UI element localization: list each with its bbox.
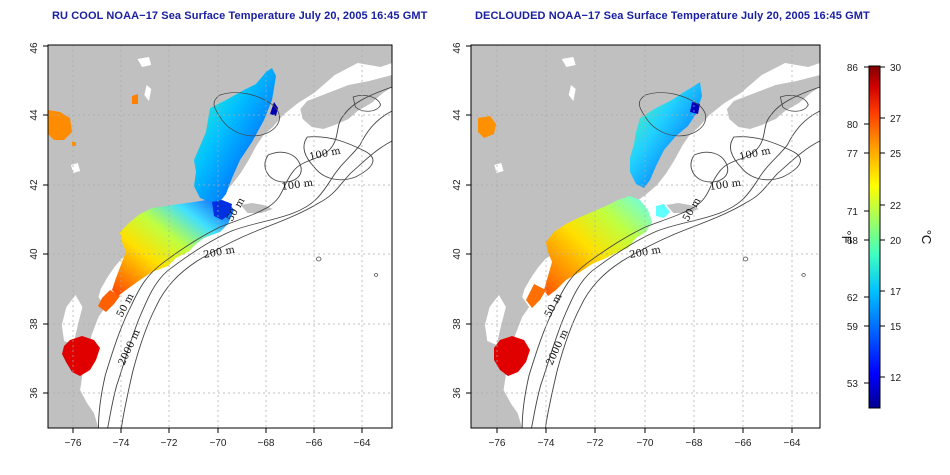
contour-label: 100 m [709, 178, 742, 193]
x-tick-label: −66 [306, 438, 323, 449]
left-map-grid [48, 45, 392, 428]
celsius-tick-label: 15 [890, 322, 902, 333]
contour-label: 200 m [629, 245, 663, 261]
celsius-unit-label: °C [919, 230, 934, 245]
x-tick-label: −72 [587, 438, 604, 449]
x-tick-label: −76 [65, 438, 82, 449]
y-tick-label: 42 [452, 179, 463, 191]
left-y-axis: 36 38 40 42 44 46 [29, 42, 48, 399]
left-sst-field [48, 68, 278, 376]
right-map-title: DECLOUDED NOAA−17 Sea Surface Temperatur… [475, 10, 870, 22]
fahrenheit-tick-label: 77 [847, 149, 859, 160]
x-tick-label: −70 [210, 438, 227, 449]
right-x-axis: −76 −74 −72 −70 −68 −66 −64 [489, 428, 801, 449]
x-tick-label: −70 [637, 438, 654, 449]
contour-label: 200 m [203, 245, 237, 261]
y-tick-label: 44 [452, 109, 463, 121]
fahrenheit-tick-label: 80 [847, 120, 859, 131]
fahrenheit-tick-label: 86 [847, 63, 859, 74]
celsius-tick-label: 12 [890, 373, 902, 384]
x-tick-label: −66 [735, 438, 752, 449]
y-tick-label: 40 [452, 248, 463, 260]
fahrenheit-tick-label: 71 [847, 207, 859, 218]
y-tick-label: 36 [29, 387, 40, 399]
celsius-tick-label: 27 [890, 114, 902, 125]
left-map-title: RU COOL NOAA−17 Sea Surface Temperature … [52, 10, 428, 22]
celsius-tick-label: 20 [890, 236, 902, 247]
y-tick-label: 38 [452, 318, 463, 330]
y-tick-label: 46 [452, 42, 463, 54]
celsius-tick-label: 25 [890, 149, 902, 160]
left-x-axis: −76 −74 −72 −70 −68 −66 −64 [65, 428, 371, 449]
x-tick-label: −74 [113, 438, 130, 449]
right-map-grid [471, 45, 820, 428]
temperature-colorbar: 86 80 77 71 68 62 59 53 30 27 25 22 20 1… [839, 63, 934, 409]
y-tick-label: 46 [29, 42, 40, 54]
contour-label: 100 m [738, 145, 772, 162]
y-tick-label: 38 [29, 318, 40, 330]
x-tick-label: −76 [489, 438, 506, 449]
celsius-tick-label: 30 [890, 63, 902, 74]
fahrenheit-tick-label: 68 [847, 236, 859, 247]
x-tick-label: −64 [354, 438, 371, 449]
celsius-tick-label: 22 [890, 201, 902, 212]
fahrenheit-tick-label: 62 [847, 293, 859, 304]
y-tick-label: 44 [29, 109, 40, 121]
y-tick-label: 40 [29, 248, 40, 260]
right-y-axis: 36 38 40 42 44 46 [452, 42, 471, 399]
x-tick-label: −68 [686, 438, 703, 449]
y-tick-label: 42 [29, 179, 40, 191]
contour-label: 100 m [281, 178, 314, 193]
x-tick-label: −74 [538, 438, 555, 449]
y-tick-label: 36 [452, 387, 463, 399]
x-tick-label: −64 [784, 438, 801, 449]
x-tick-label: −68 [258, 438, 275, 449]
right-sst-field [478, 82, 702, 376]
fahrenheit-tick-label: 53 [847, 379, 859, 390]
celsius-tick-label: 17 [890, 287, 902, 298]
fahrenheit-unit-label: °F [839, 230, 854, 243]
fahrenheit-tick-label: 59 [847, 322, 859, 333]
left-map-frame [47, 44, 393, 429]
right-map-panel: 100 m 100 m 50 m 200 m 50 m 2000 m −76 −… [452, 42, 821, 449]
left-map-panel: 100 m 100 m 50 m 200 m 50 m 2000 m −76 −… [29, 42, 393, 449]
contour-label: 100 m [308, 145, 342, 162]
x-tick-label: −72 [161, 438, 178, 449]
colorbar-gradient [868, 65, 881, 409]
